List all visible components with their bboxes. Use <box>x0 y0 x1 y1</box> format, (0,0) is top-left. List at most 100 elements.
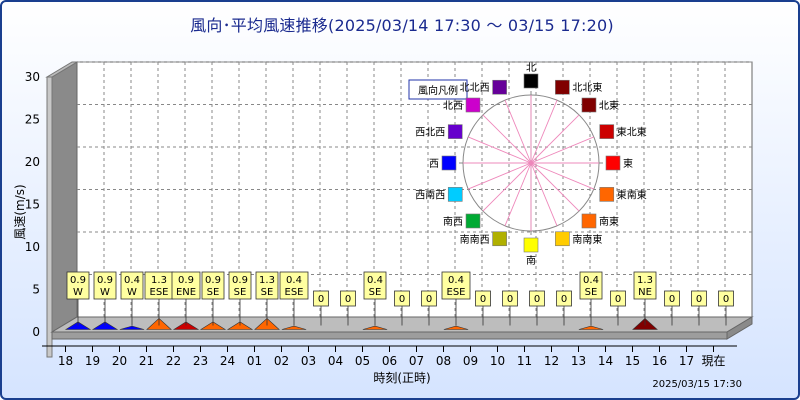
value-label-box <box>579 271 603 300</box>
x-tick-label: 09 <box>463 354 478 368</box>
direction-label: NE <box>638 287 652 298</box>
x-tick-label: 16 <box>652 354 667 368</box>
legend-direction-label: 南 <box>526 254 536 267</box>
x-tick-label: 01 <box>247 354 262 368</box>
value-label-box <box>120 271 144 300</box>
x-tick-label: 14 <box>598 354 613 368</box>
x-tick-label: 17 <box>679 354 694 368</box>
y-tick-label: 0 <box>32 325 40 339</box>
wind-bar <box>362 325 388 330</box>
x-tick-label: 05 <box>355 354 370 368</box>
y-tick-label: 20 <box>25 155 40 169</box>
wind-bar <box>226 321 254 330</box>
x-tick-label: 23 <box>193 354 208 368</box>
value-label: 0.4 <box>286 275 302 286</box>
y-tick-label: 30 <box>25 70 40 84</box>
floor-side <box>726 316 753 340</box>
legend-direction-label: 南西 <box>443 215 463 228</box>
value-label: 0.9 <box>178 275 194 286</box>
legend-swatch <box>441 155 457 171</box>
left-edge <box>46 76 53 358</box>
value-label: 0 <box>534 294 540 305</box>
direction-label: W <box>127 287 137 298</box>
compass-ray <box>482 114 532 164</box>
value-label-box <box>441 271 471 300</box>
legend-swatch <box>605 155 621 171</box>
value-label: 0.9 <box>97 275 113 286</box>
value-label-box <box>556 290 572 307</box>
legend-direction-label: 西北西 <box>415 127 445 139</box>
value-label: 0.9 <box>232 275 248 286</box>
x-tick-label: 15 <box>625 354 640 368</box>
y-tick-label: 5 <box>32 283 40 297</box>
wind-bar <box>578 325 604 330</box>
value-label: 0.4 <box>124 275 140 286</box>
chart-title: 風向･平均風速推移(2025/03/14 17:30 ～ 03/15 17:20… <box>190 16 614 35</box>
x-tick-label: 20 <box>112 354 127 368</box>
legend-direction-label: 東 <box>623 157 633 170</box>
direction-label: SE <box>234 287 247 298</box>
wind-bar <box>64 321 92 330</box>
legend-swatch <box>581 213 597 229</box>
x-tick-label: 06 <box>382 354 397 368</box>
direction-label: ESE <box>150 287 169 298</box>
compass-ray <box>530 114 580 164</box>
value-label: 0.9 <box>205 275 221 286</box>
legend-swatch <box>599 124 615 139</box>
y-tick-label: 15 <box>25 198 40 212</box>
compass-ray <box>530 100 558 164</box>
legend-swatch <box>447 187 463 202</box>
x-tick-label: 22 <box>166 354 181 368</box>
legend-direction-label: 南東 <box>599 215 619 228</box>
x-axis-title: 時刻(正時) <box>373 371 430 385</box>
x-tick-label: 02 <box>274 354 289 368</box>
direction-label: ESE <box>447 287 466 298</box>
timestamp: 2025/03/15 17:30 <box>652 379 742 390</box>
value-label-box <box>340 290 356 307</box>
x-tick-label: 24 <box>220 354 235 368</box>
wind-bar <box>119 325 145 330</box>
x-tick-label: 21 <box>139 354 154 368</box>
value-label: 0 <box>345 294 351 305</box>
legend-swatch <box>492 231 507 247</box>
legend-title-box <box>408 79 468 100</box>
wind-bar <box>443 325 469 330</box>
x-tick-label: 現在 <box>701 354 725 368</box>
direction-label: SE <box>369 287 382 298</box>
value-label: 0 <box>426 294 432 305</box>
wind-bar <box>91 321 119 330</box>
x-tick-label: 11 <box>517 354 532 368</box>
direction-label: SE <box>585 287 598 298</box>
compass-ray <box>530 136 594 164</box>
value-label: 0.4 <box>583 275 599 286</box>
x-tick-label: 19 <box>85 354 100 368</box>
value-label-box <box>171 271 201 300</box>
value-label-box <box>718 290 734 307</box>
value-label-box <box>475 290 491 307</box>
legend-direction-label: 南南西 <box>460 233 490 246</box>
direction-label: ESE <box>285 287 304 298</box>
compass-ray <box>530 162 580 212</box>
value-label: 0 <box>507 294 513 305</box>
compass-ray <box>504 100 532 164</box>
wind-bar <box>172 321 200 330</box>
legend-swatch <box>447 124 463 139</box>
legend-direction-label: 北東 <box>599 99 619 112</box>
compass-ray <box>482 162 532 212</box>
legend-direction-label: 北北東 <box>572 81 602 94</box>
compass-ray <box>530 162 594 190</box>
value-label: 0 <box>318 294 324 305</box>
compass-ray <box>504 162 532 226</box>
direction-label: SE <box>207 287 220 298</box>
value-label-box <box>502 290 518 307</box>
value-label: 0 <box>399 294 405 305</box>
legend-direction-label: 東南東 <box>617 188 647 201</box>
floor-front <box>51 331 728 340</box>
value-label: 0.9 <box>70 275 86 286</box>
legend-swatch <box>465 97 481 113</box>
legend-direction-label: 西南西 <box>415 188 445 201</box>
legend-swatch <box>523 73 539 89</box>
value-label: 0 <box>723 294 729 305</box>
value-label: 0 <box>696 294 702 305</box>
compass-ray <box>468 136 532 164</box>
